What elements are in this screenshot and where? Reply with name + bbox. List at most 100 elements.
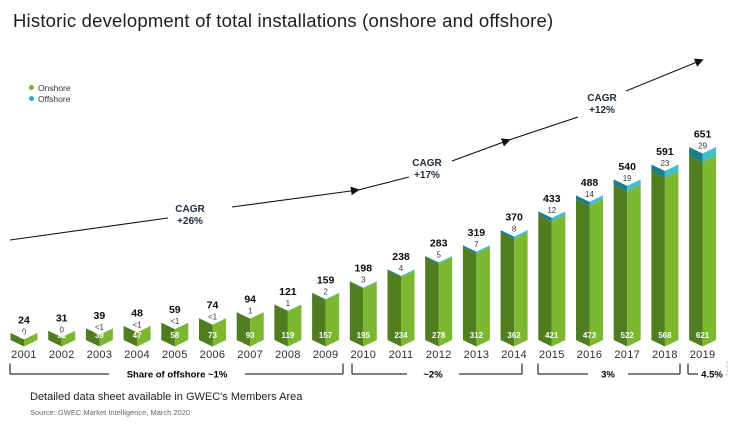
onshore-segment-right	[627, 184, 641, 347]
offshore-segment-left	[161, 322, 175, 330]
onshore-label: 119	[281, 331, 294, 340]
offshore-segment-left	[425, 255, 439, 264]
bar-2017	[613, 179, 641, 347]
bar-2009	[312, 292, 340, 347]
onshore-label: 195	[357, 331, 371, 340]
bar-2018	[651, 164, 679, 347]
onshore-segment-right	[589, 199, 603, 347]
onshore-segment-right	[702, 155, 717, 347]
bracket-4	[687, 361, 728, 376]
onshore-segment-left	[48, 330, 62, 347]
offshore-label: 4	[399, 264, 404, 273]
onshore-segment-right	[137, 326, 151, 347]
offshore-segment-left	[500, 230, 515, 239]
offshore-label: 1	[286, 299, 291, 308]
onshore-label: 39	[95, 331, 104, 340]
bar-2015	[538, 211, 566, 347]
total-label: 48	[131, 307, 143, 319]
onshore-segment-left	[123, 326, 138, 347]
year-label: 2016	[577, 349, 603, 361]
bracket-3	[537, 363, 681, 375]
onshore-label: 157	[319, 331, 333, 340]
onshore-segment-right	[250, 312, 264, 347]
offshore-segment-right	[702, 146, 717, 163]
total-label: 433	[543, 193, 561, 205]
total-label: 283	[430, 237, 448, 249]
trend-segment	[357, 176, 410, 191]
onshore-segment-left	[274, 304, 288, 347]
year-label: 2006	[200, 349, 226, 361]
offshore-label: <1	[133, 320, 143, 329]
onshore-segment-left	[312, 293, 326, 347]
onshore-label: 522	[621, 331, 635, 340]
bar-2007	[236, 312, 264, 347]
offshore-label: 19	[623, 174, 632, 183]
onshore-label: 73	[208, 331, 217, 340]
offshore-label: 3	[361, 276, 366, 285]
bracket-label: 4.5%	[701, 370, 723, 381]
year-label: 2010	[350, 349, 376, 361]
onshore-segment-left	[199, 318, 213, 347]
offshore-segment-right	[250, 312, 264, 319]
offshore-segment-right	[551, 211, 566, 222]
year-label: 2013	[464, 349, 490, 361]
onshore-swatch-icon	[29, 85, 34, 90]
onshore-segment-right	[61, 330, 76, 347]
offshore-segment-right	[627, 179, 641, 192]
offshore-segment-left	[651, 164, 665, 178]
onshore-label: 421	[545, 331, 559, 340]
onshore-label: 278	[432, 331, 446, 340]
offshore-segment-right	[514, 230, 528, 239]
year-label: 2007	[237, 349, 263, 361]
offshore-segment-right	[589, 195, 603, 207]
cagr-label: CAGR	[587, 93, 617, 104]
cagr-value: +17%	[414, 170, 440, 181]
onshore-label: 621	[696, 331, 710, 340]
trend-segment	[625, 58, 704, 92]
cagr-value: +12%	[589, 105, 615, 116]
offshore-label: <1	[95, 323, 105, 332]
bracket-label: Share of offshore ~1%	[127, 370, 228, 381]
onshore-segment-right	[551, 214, 566, 347]
onshore-segment-right	[287, 304, 302, 347]
offshore-segment-left	[123, 325, 138, 333]
offshore-segment-left	[85, 328, 100, 335]
year-label: 2012	[426, 349, 452, 361]
onshore-segment-right	[401, 270, 415, 347]
bar-2011	[387, 269, 415, 347]
onshore-label: 568	[658, 331, 672, 340]
onshore-segment-left	[689, 155, 703, 347]
offshore-segment-right	[212, 318, 226, 325]
bracket-label: 3%	[601, 370, 615, 381]
offshore-segment-right	[99, 328, 113, 335]
onshore-segment-right	[212, 318, 226, 347]
offshore-segment-left	[349, 281, 364, 289]
onshore-segment-right	[325, 293, 340, 347]
year-label: 2002	[49, 349, 75, 361]
year-label: 2015	[539, 349, 565, 361]
year-label: 2014	[501, 349, 527, 361]
onshore-segment-right	[174, 322, 189, 347]
trend-segment	[451, 138, 511, 162]
total-label: 39	[94, 310, 106, 322]
total-label: 94	[244, 294, 256, 306]
bracket-2	[351, 363, 523, 375]
bar-2004	[123, 325, 151, 347]
offshore-segment-right	[664, 164, 679, 178]
footer-source: Source: GWEC Market Intelligence, March …	[30, 408, 191, 417]
bar-2016	[576, 195, 603, 347]
bar-2003	[85, 328, 113, 347]
onshore-segment-left	[161, 322, 175, 347]
offshore-segment-left	[387, 269, 401, 278]
bar-2010	[349, 281, 377, 347]
onshore-segment-left	[85, 328, 100, 347]
onshore-segment-left	[500, 232, 515, 347]
offshore-label: 23	[660, 159, 669, 168]
total-label: 238	[392, 251, 410, 263]
bar-2001	[10, 332, 38, 347]
onshore-segment-left	[349, 282, 364, 347]
offshore-label: <1	[208, 313, 218, 322]
total-label: 159	[317, 274, 335, 286]
year-label: 2004	[124, 349, 150, 361]
